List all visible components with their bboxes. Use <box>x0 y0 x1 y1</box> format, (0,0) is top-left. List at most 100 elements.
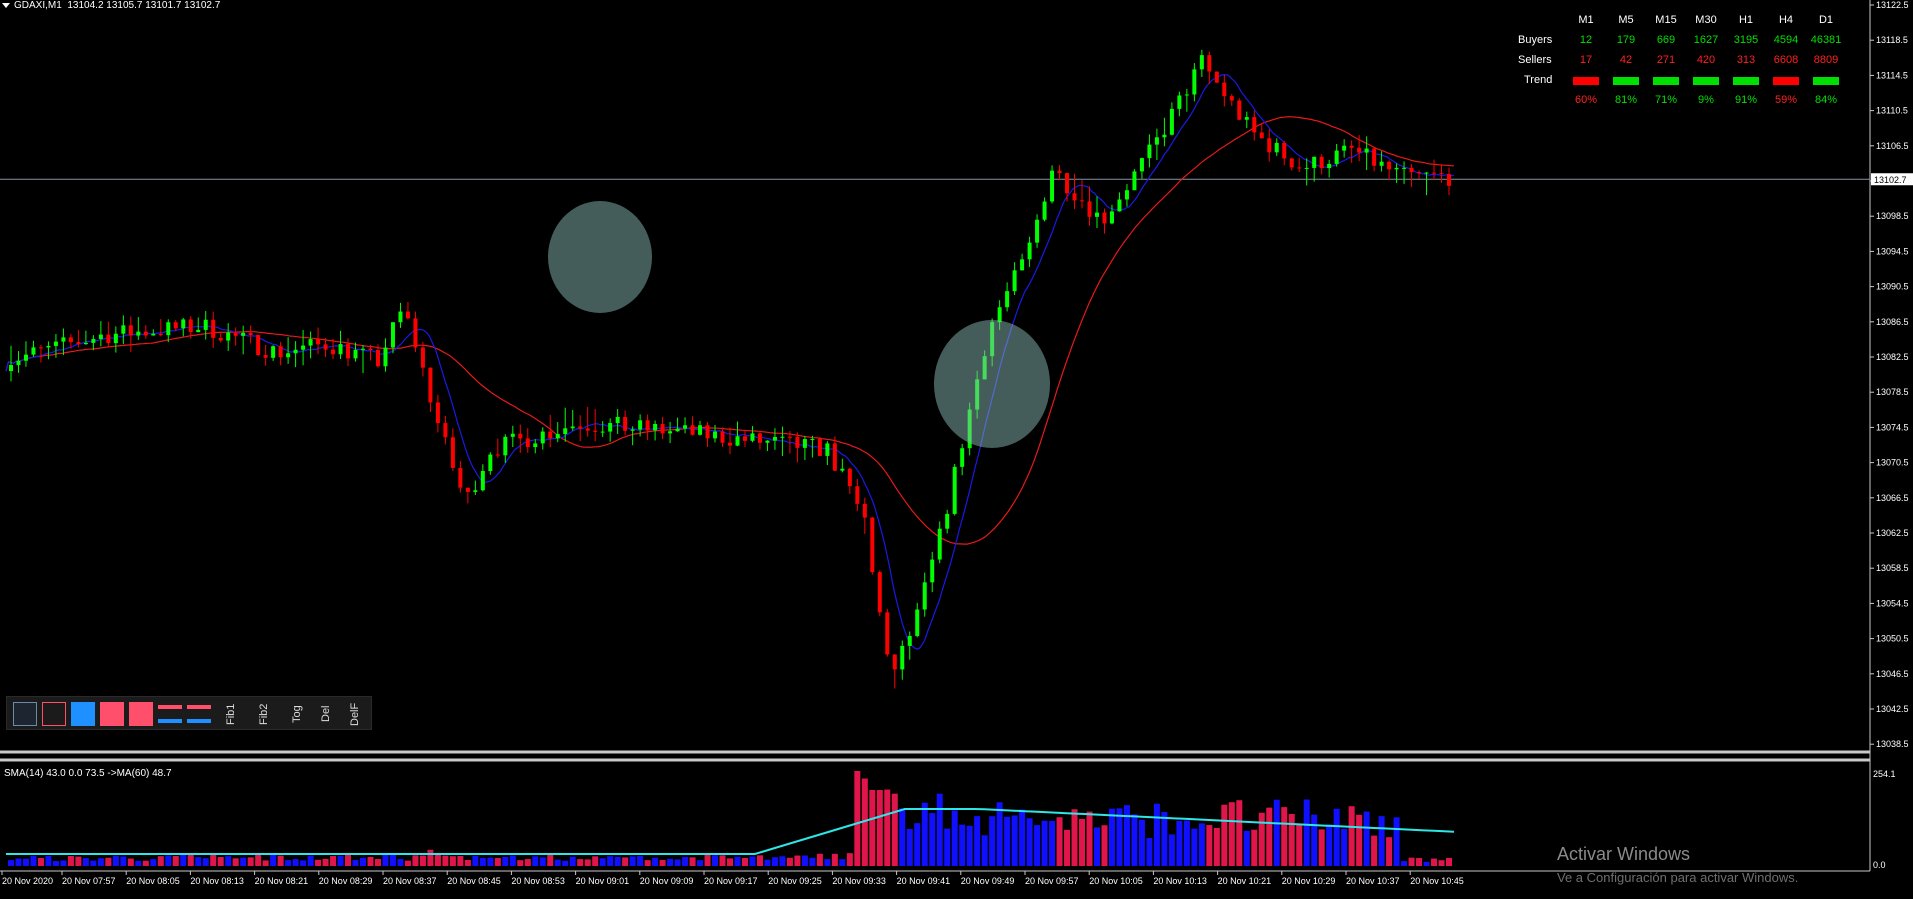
candle-body <box>713 431 718 439</box>
volume-bar <box>1303 799 1310 866</box>
candle-body <box>705 425 710 439</box>
candle-body <box>1364 148 1369 153</box>
volume-bar <box>831 853 838 866</box>
time-tick-label: 20 Nov 09:33 <box>832 876 886 886</box>
volume-bar <box>577 859 584 866</box>
volume-bar <box>966 825 973 866</box>
time-tick-label: 20 Nov 10:45 <box>1410 876 1464 886</box>
volume-bar <box>749 856 756 866</box>
fill-pink-alt-button[interactable] <box>129 702 153 726</box>
candle-body <box>91 339 96 343</box>
candle-body <box>480 470 485 491</box>
candle-body <box>630 429 635 431</box>
candle-body <box>1424 172 1429 174</box>
delete-button[interactable]: Del <box>320 705 332 723</box>
candle-body <box>795 436 800 448</box>
fib1-button[interactable]: Fib1 <box>225 703 237 725</box>
volume-bar <box>232 858 239 866</box>
candle-body <box>772 437 777 441</box>
activation-watermark-title: Activar Windows <box>1557 844 1691 864</box>
volume-bar <box>876 790 883 866</box>
volume-bar <box>195 857 202 866</box>
candle-body <box>233 332 238 336</box>
candle-body <box>301 345 306 350</box>
candle-body <box>892 654 897 670</box>
volume-bar <box>667 858 674 866</box>
timeframe-header-m1: M1 <box>1578 14 1594 26</box>
candle-body <box>735 436 740 446</box>
candle-body <box>211 319 216 338</box>
time-tick-label: 20 Nov 2020 <box>2 876 53 886</box>
volume-bar <box>644 860 651 866</box>
trend-bar <box>1613 77 1639 85</box>
volume-bar <box>382 854 389 866</box>
candle-body <box>98 334 103 340</box>
volume-bar <box>360 857 367 866</box>
candle-body <box>668 431 673 434</box>
volume-bar <box>1183 820 1190 866</box>
delete-fib-button[interactable]: DelF <box>349 702 361 726</box>
candle-body <box>1087 201 1092 217</box>
price-tick-label: 13038.5 <box>1876 739 1909 749</box>
fib2-button[interactable]: Fib2 <box>258 703 270 725</box>
volume-bar <box>697 860 704 866</box>
collapse-arrow-icon[interactable] <box>2 2 10 8</box>
volume-bar <box>352 859 359 866</box>
trend-dashboard: Buyers Sellers Trend M1 12 17 60% M5 179 42 81% M15… <box>1506 12 1866 112</box>
fill-pink-button[interactable] <box>100 702 124 726</box>
candle-body <box>510 433 515 437</box>
volume-bar <box>67 855 74 866</box>
line-style-alt-button[interactable] <box>187 702 211 726</box>
volume-bar <box>464 859 471 866</box>
volume-bar <box>270 854 277 866</box>
volume-bar <box>914 823 921 866</box>
price-tick-label: 13090.5 <box>1876 282 1909 292</box>
volume-bar <box>727 858 733 866</box>
time-tick-label: 20 Nov 10:21 <box>1218 876 1272 886</box>
volume-bar <box>60 860 67 866</box>
volume-bar <box>37 858 44 866</box>
rectangle-red-outline-button[interactable] <box>42 702 66 726</box>
toggle-button[interactable]: Tog <box>291 705 303 723</box>
trend-bar <box>1733 77 1759 85</box>
volume-bar <box>599 858 606 866</box>
volume-bar <box>1153 803 1160 866</box>
candle-body <box>1184 94 1189 96</box>
candle-body <box>1349 145 1354 148</box>
fill-blue-button[interactable] <box>71 702 95 726</box>
volume-bar <box>397 858 404 866</box>
candle-body <box>458 468 463 488</box>
line-style-button[interactable] <box>158 702 182 726</box>
candle-body <box>375 349 380 367</box>
candle-body <box>188 319 193 333</box>
volume-bar <box>771 857 778 866</box>
candle-body <box>1207 55 1212 72</box>
volume-bar <box>75 856 82 866</box>
price-tick-label: 13062.5 <box>1876 528 1909 538</box>
volume-bar <box>614 856 621 866</box>
candle-body <box>1027 242 1032 260</box>
buyers-value: 1627 <box>1693 34 1719 46</box>
volume-bar <box>929 813 936 866</box>
volume-bar <box>1049 820 1056 866</box>
volume-bar <box>936 793 943 866</box>
volume-bar <box>899 808 906 866</box>
volume-bar <box>487 857 494 866</box>
drawing-toolbar: Fib1 Fib2 Tog Del DelF <box>6 696 372 730</box>
indicator-top-tick: 254.1 <box>1873 769 1896 779</box>
volume-bar <box>30 856 37 866</box>
price-tick-label: 13106.5 <box>1876 141 1909 151</box>
candle-body <box>53 341 58 346</box>
candle-body <box>46 345 51 348</box>
rectangle-outline-button[interactable] <box>13 702 37 726</box>
candle-body <box>1072 193 1077 201</box>
candle-body <box>757 433 762 443</box>
volume-bar <box>652 857 659 866</box>
volume-bar <box>921 802 928 866</box>
trend-percent: 9% <box>1698 94 1714 106</box>
volume-bar <box>674 859 681 866</box>
candle-body <box>368 348 373 350</box>
volume-bar <box>756 855 763 866</box>
